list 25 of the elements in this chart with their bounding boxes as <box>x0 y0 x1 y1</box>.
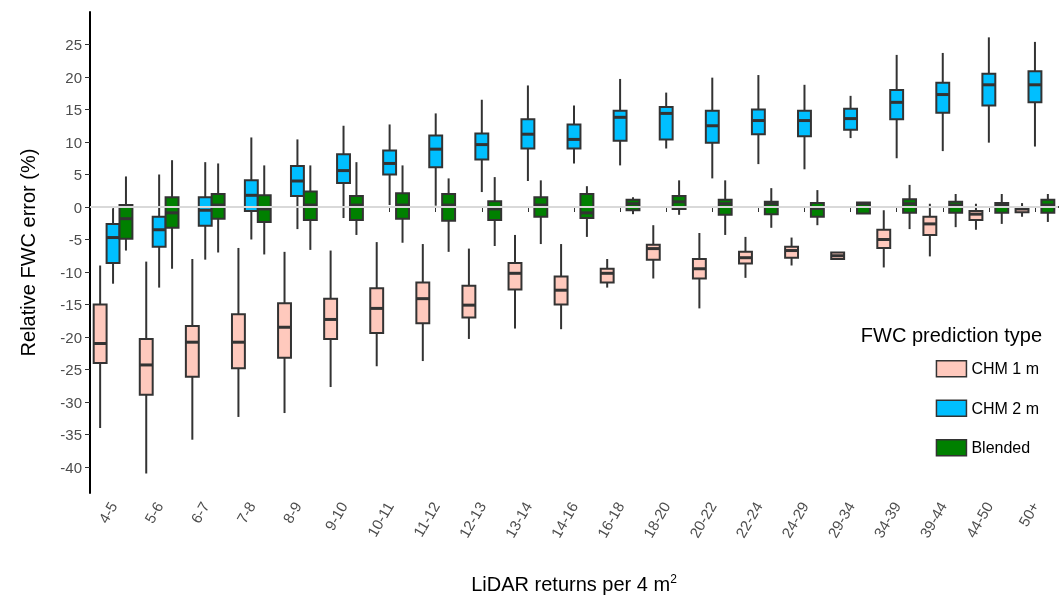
x-tick-label: 7-8 <box>233 498 259 527</box>
y-tick-label: -35 <box>60 426 82 443</box>
x-tick-label: 4-5 <box>94 498 121 527</box>
y-axis-title: Relative FWC error (%) <box>17 148 39 357</box>
y-tick-label: -40 <box>60 458 82 476</box>
y-tick-label: -5 <box>68 231 82 248</box>
y-tick-label: -25 <box>60 361 82 378</box>
y-tick-label: -10 <box>60 263 82 281</box>
y-tick-label: -15 <box>60 296 82 313</box>
x-tick-label: 8-9 <box>279 498 305 527</box>
y-tick-label: 10 <box>65 133 82 151</box>
legend-label: CHM 1 m <box>971 360 1040 378</box>
x-tick-label: 5-6 <box>140 498 167 527</box>
y-tick-label: -20 <box>60 328 82 346</box>
y-tick-label: 20 <box>65 68 82 86</box>
legend-label: CHM 2 m <box>971 399 1040 417</box>
y-tick-label: 25 <box>65 36 82 53</box>
x-tick-label: 50+ <box>1014 498 1043 530</box>
y-tick-label: 0 <box>73 198 82 216</box>
y-tick-label: 15 <box>65 101 82 118</box>
x-tick-label: 6-7 <box>187 498 213 527</box>
legend-title: FWC prediction type <box>860 324 1042 346</box>
y-tick-label: -30 <box>60 393 82 411</box>
legend-label: Blended <box>971 439 1031 457</box>
y-tick-label: 5 <box>73 166 82 183</box>
